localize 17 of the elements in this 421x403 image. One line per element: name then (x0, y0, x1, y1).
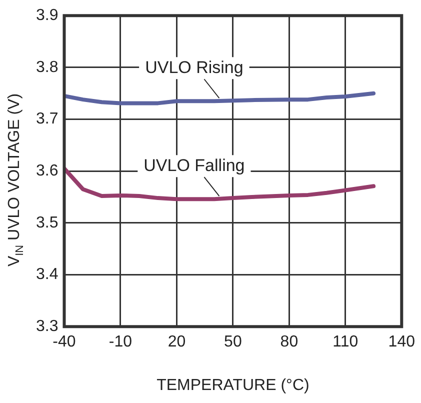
x-axis-title: TEMPERATURE (°C) (156, 376, 310, 394)
x-tick-label: 80 (280, 334, 298, 351)
y-tick-label: 3.3 (36, 318, 58, 336)
x-tick-label: 20 (168, 334, 186, 351)
x-tick-label: -10 (108, 334, 132, 351)
x-tick-label: 110 (332, 334, 358, 351)
series-label: UVLO Falling (144, 156, 245, 175)
y-tick-label: 3.9 (36, 7, 58, 24)
x-tick-label: 50 (224, 334, 242, 351)
y-tick-label: 3.4 (36, 266, 58, 284)
series-label: UVLO Rising (145, 58, 244, 77)
y-tick-label: 3.8 (36, 58, 58, 76)
y-tick-label: 3.7 (36, 110, 58, 128)
y-tick-label: 3.6 (36, 162, 58, 180)
x-tick-label: -40 (52, 334, 76, 351)
y-tick-label: 3.5 (36, 214, 58, 232)
x-tick-label: 140 (388, 334, 416, 351)
